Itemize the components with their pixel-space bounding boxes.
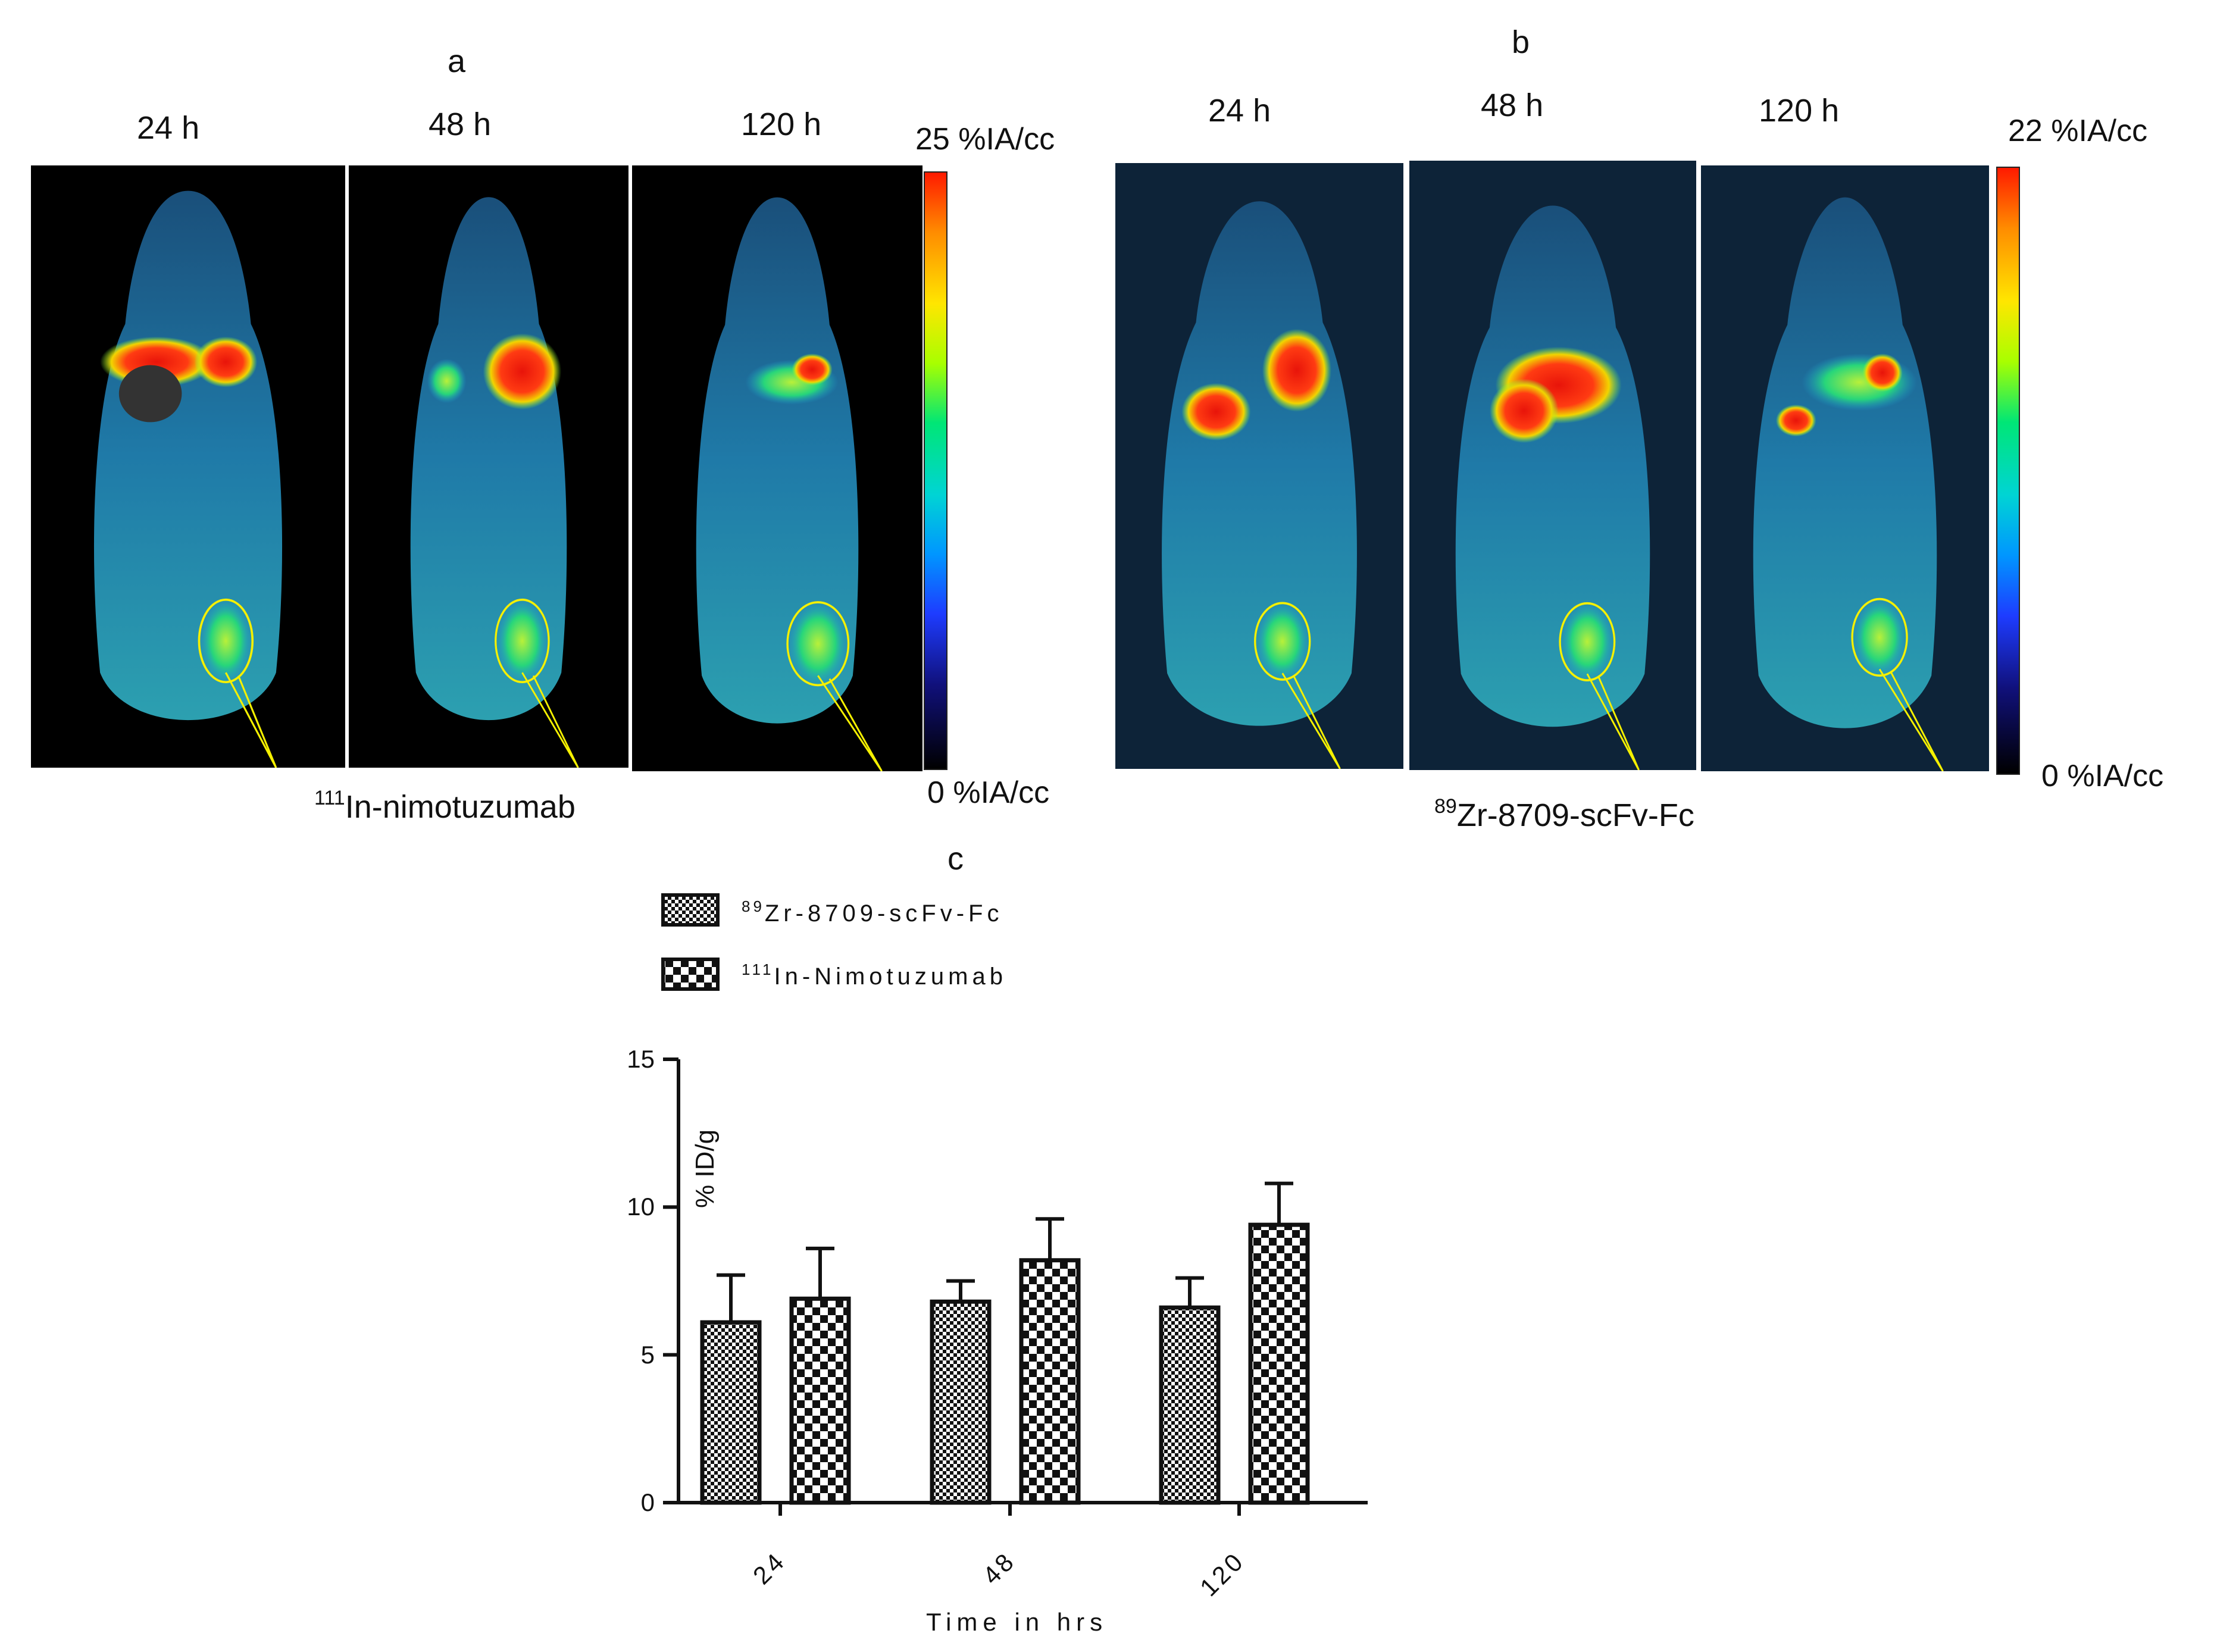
- bar-zr-24: [700, 1320, 762, 1505]
- panel-a-scale-max: 25 %IA/cc: [915, 122, 1055, 157]
- panel-a-scale-min: 0 %IA/cc: [927, 775, 1050, 810]
- panel-a-time-24: 24 h: [137, 110, 200, 146]
- panel-b-colorbar: [1996, 167, 2020, 775]
- mouse-scan-image: [696, 197, 883, 771]
- y-tick-label: 5: [640, 1340, 655, 1369]
- bar-in-48: [1019, 1258, 1081, 1505]
- panel-a-tracer-label: 111In-nimotuzumab: [314, 787, 576, 825]
- panel-b-scale-min: 0 %IA/cc: [2041, 759, 2164, 793]
- panel-b-time-120: 120 h: [1759, 93, 1840, 129]
- scan-b-48h: [1409, 161, 1696, 770]
- legend-label-in: 111In-Nimotuzumab: [742, 960, 1007, 990]
- legend-swatch-zr: [661, 893, 720, 927]
- y-tick-label: 10: [627, 1193, 655, 1221]
- scan-b-120h: [1701, 165, 1989, 771]
- bar-zr-120: [1159, 1305, 1221, 1505]
- scan-a-48h: [349, 165, 628, 768]
- mouse-scan-image: [93, 190, 283, 768]
- panel-b-scale-max: 22 %IA/cc: [2008, 114, 2148, 148]
- scan-a-24h: [31, 165, 345, 768]
- panel-b-letter: b: [1512, 24, 1530, 60]
- panel-b-tracer-label: 89Zr-8709-scFv-Fc: [1434, 795, 1694, 833]
- bar-zr-48: [930, 1299, 992, 1505]
- legend-label-zr: 89Zr-8709-scFv-Fc: [742, 897, 1003, 927]
- panel-a-time-120: 120 h: [741, 107, 822, 142]
- panel-c-letter: c: [947, 841, 964, 877]
- y-tick-label: 15: [627, 1045, 655, 1073]
- mouse-scan-image: [410, 197, 579, 768]
- mouse-scan-image: [1701, 165, 1989, 771]
- panel-b-time-24: 24 h: [1208, 93, 1271, 129]
- panel-a-colorbar: [924, 171, 947, 770]
- bar-in-24: [789, 1296, 851, 1505]
- x-axis-title: Time in hrs: [926, 1608, 1108, 1636]
- bar-in-120: [1248, 1222, 1310, 1505]
- mouse-scan-image: [1115, 163, 1403, 769]
- y-tick-label: 0: [640, 1488, 655, 1516]
- legend-swatch-in: [661, 958, 720, 991]
- scan-b-24h: [1115, 163, 1403, 769]
- mouse-scan-image: [1409, 161, 1696, 770]
- y-axis-title: % ID/g: [690, 1129, 720, 1208]
- panel-a-letter: a: [448, 43, 466, 79]
- panel-b-time-48: 48 h: [1481, 87, 1544, 123]
- scan-a-120h: [632, 165, 923, 771]
- panel-a-time-48: 48 h: [429, 107, 492, 142]
